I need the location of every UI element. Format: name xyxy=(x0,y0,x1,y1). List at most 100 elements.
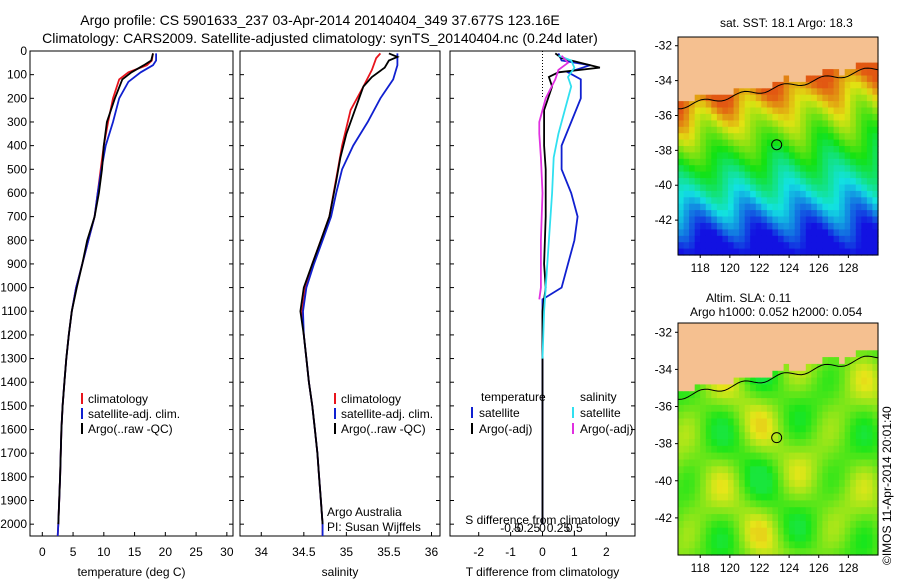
map-cell xyxy=(861,486,868,495)
map-cell xyxy=(694,459,701,467)
map-cell xyxy=(705,432,712,440)
map-cell xyxy=(778,101,785,109)
map-cell xyxy=(772,445,779,454)
map-cell xyxy=(700,418,707,426)
map-cell xyxy=(855,479,862,488)
map-cell xyxy=(678,425,685,433)
map-cell xyxy=(805,146,812,153)
map-cell xyxy=(783,184,790,192)
map-cell xyxy=(811,473,818,481)
map-cell xyxy=(805,165,812,173)
map-cell xyxy=(828,548,835,556)
map-cell xyxy=(744,350,751,358)
map-cell xyxy=(861,357,868,365)
map-cell xyxy=(839,479,846,488)
y-tick-label: 0 xyxy=(20,44,27,58)
map-cell xyxy=(833,197,840,205)
map-cell xyxy=(694,363,701,372)
map-cell xyxy=(722,377,729,385)
y-tick-label: 800 xyxy=(7,233,27,247)
map-cell xyxy=(694,210,701,218)
map-cell xyxy=(855,152,862,160)
map-cell xyxy=(800,384,807,392)
map-cell xyxy=(716,113,724,121)
map-cell xyxy=(816,391,824,399)
map-cell xyxy=(739,459,746,467)
map-cell xyxy=(866,548,874,556)
map-cell xyxy=(711,133,718,141)
map-cell xyxy=(750,418,757,426)
map-cell xyxy=(872,113,879,121)
map-cell xyxy=(828,165,835,173)
map-cell xyxy=(833,500,840,508)
map-cell xyxy=(794,126,801,134)
map-cell xyxy=(828,493,835,501)
map-cell xyxy=(828,527,835,536)
map-cell xyxy=(822,178,829,186)
map-cell xyxy=(811,152,818,160)
map-cell xyxy=(811,411,818,420)
map-cell xyxy=(833,439,840,447)
map-cell xyxy=(805,514,812,522)
map-cell xyxy=(766,75,774,83)
map-cell xyxy=(750,75,757,83)
map-cell xyxy=(800,49,807,57)
map-cell xyxy=(744,43,751,51)
map-cell xyxy=(761,37,768,44)
map-cell xyxy=(683,466,690,474)
map-cell xyxy=(816,178,824,186)
lon-tick-label: 120 xyxy=(720,561,740,575)
map-cell xyxy=(844,222,851,230)
map-cell xyxy=(861,120,868,128)
x-tick-label-salinity: 0.25 xyxy=(547,521,571,535)
map-cell xyxy=(761,500,768,508)
map-cell xyxy=(794,113,801,121)
map-cell xyxy=(872,222,879,230)
map-cell xyxy=(805,222,812,230)
map-cell xyxy=(789,425,796,433)
map-cell xyxy=(794,507,801,515)
map-cell xyxy=(778,210,785,218)
map-cell xyxy=(689,81,696,89)
map-cell xyxy=(705,323,712,331)
map-cell xyxy=(861,178,868,186)
map-cell xyxy=(678,216,685,224)
map-cell xyxy=(839,133,846,141)
map-cell xyxy=(822,216,829,224)
map-cell xyxy=(716,88,724,96)
map-cell xyxy=(761,101,768,109)
map-cell xyxy=(761,329,768,338)
map-cell xyxy=(716,445,724,454)
map-cell xyxy=(728,222,735,230)
map-cell xyxy=(872,343,879,351)
map-cell xyxy=(694,445,701,454)
map-cell xyxy=(850,158,857,166)
map-cell xyxy=(850,69,857,77)
map-cell xyxy=(839,69,846,77)
map-cell xyxy=(722,43,729,51)
map-cell xyxy=(805,507,812,515)
map-cell xyxy=(778,248,785,256)
map-cell xyxy=(683,235,690,243)
map-cell xyxy=(683,216,690,224)
map-cell xyxy=(811,158,818,166)
legend-label: satellite xyxy=(580,406,621,420)
map-cell xyxy=(700,107,707,115)
map-cell xyxy=(772,343,779,351)
map-cell xyxy=(733,486,740,495)
annotation-line-2: PI: Susan Wijffels xyxy=(327,520,421,534)
map-cell xyxy=(678,473,685,481)
map-cell xyxy=(722,190,729,198)
map-cell xyxy=(772,101,779,109)
map-cell xyxy=(811,479,818,488)
map-cell xyxy=(811,113,818,121)
map-cell xyxy=(694,146,701,153)
map-cell xyxy=(761,94,768,102)
map-cell xyxy=(811,222,818,230)
map-cell xyxy=(816,235,824,243)
x-tick-label: 34 xyxy=(255,545,269,559)
map-cell xyxy=(789,101,796,109)
map-cell xyxy=(794,229,801,237)
map-cell xyxy=(750,336,757,344)
map-cell xyxy=(872,81,879,89)
